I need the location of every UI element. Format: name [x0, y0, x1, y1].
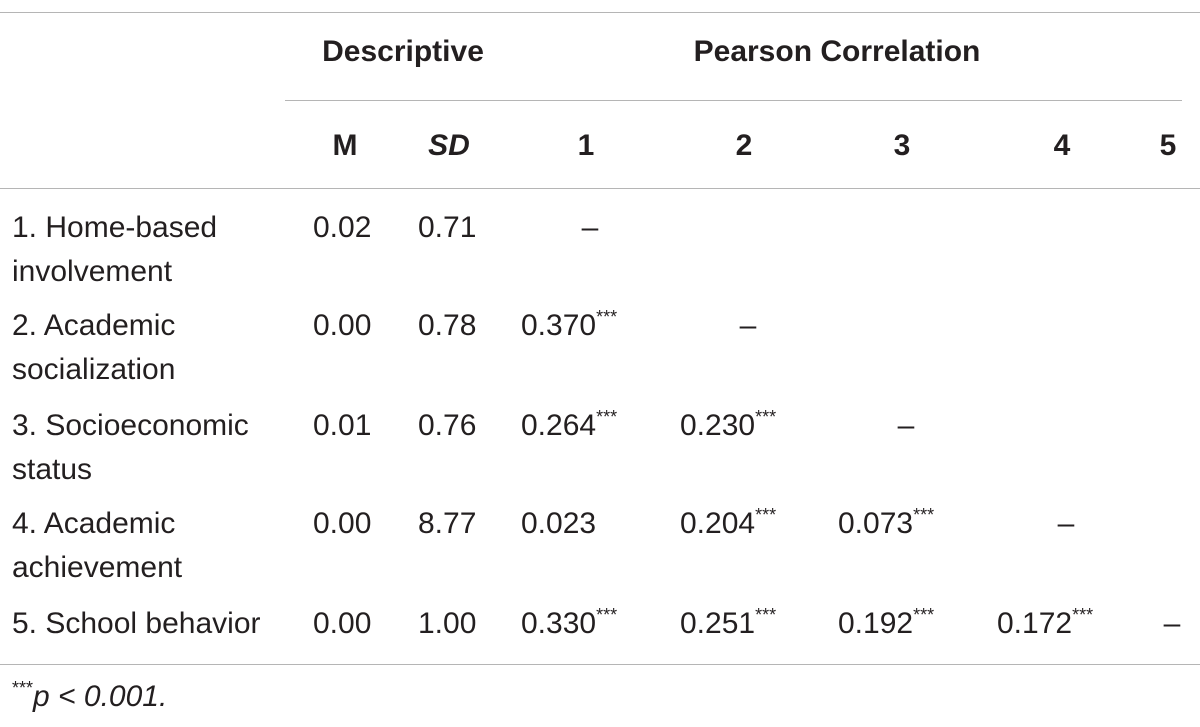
footnote: ***p < 0.001.	[12, 677, 167, 717]
cell: 0.370***	[521, 306, 617, 346]
cell-value: 0.264	[521, 409, 597, 442]
row-label: 4. Academic	[12, 507, 176, 540]
column-header: 1	[577, 129, 595, 162]
significance: ***	[596, 307, 618, 327]
cell: 0.172***	[997, 604, 1093, 644]
cell: 0.01	[313, 409, 372, 442]
column-header: 2	[735, 129, 753, 162]
cell: 0.00	[313, 309, 372, 342]
cell: 0.023	[521, 507, 597, 540]
cell: 0.02	[313, 211, 372, 244]
group-header: Pearson Correlation	[693, 35, 981, 68]
column-header: M	[332, 129, 358, 162]
significance: ***	[913, 505, 935, 525]
cell: 0.230***	[680, 406, 776, 446]
row-label: status	[12, 453, 93, 486]
cell: –	[739, 309, 757, 342]
cell: –	[1163, 607, 1181, 640]
cell-value: 0.204	[680, 507, 756, 540]
row-label: 1. Home-based	[12, 211, 218, 244]
significance: ***	[596, 605, 618, 625]
cell-value: 0.330	[521, 607, 597, 640]
cell: 0.00	[313, 607, 372, 640]
cell-value: 0.370	[521, 309, 597, 342]
column-header: SD	[428, 129, 470, 162]
cell: 0.00	[313, 507, 372, 540]
significance: ***	[1072, 605, 1094, 625]
cell: 0.78	[418, 309, 477, 342]
footnote-text: p < 0.001.	[33, 680, 168, 713]
top-rule	[0, 12, 1200, 13]
row-label: 5. School behavior	[12, 607, 261, 640]
cell: 0.264***	[521, 406, 617, 446]
significance: ***	[913, 605, 935, 625]
bottom-rule	[0, 664, 1200, 665]
row-label: achievement	[12, 551, 183, 584]
row-label: 3. Socioeconomic	[12, 409, 249, 442]
significance: ***	[596, 407, 618, 427]
cell: 1.00	[418, 607, 477, 640]
cell: 8.77	[418, 507, 477, 540]
significance: ***	[755, 605, 777, 625]
cell: 0.76	[418, 409, 477, 442]
cell-value: 0.073	[838, 507, 914, 540]
group-rule	[285, 100, 1182, 101]
cell: 0.71	[418, 211, 477, 244]
footnote-significance: ***	[12, 678, 34, 698]
cell: –	[897, 409, 915, 442]
cell-value: 0.230	[680, 409, 756, 442]
cell: 0.192***	[838, 604, 934, 644]
row-label: socialization	[12, 353, 176, 386]
significance: ***	[755, 407, 777, 427]
cell-value: 0.251	[680, 607, 756, 640]
cell: –	[1057, 507, 1075, 540]
row-label: 2. Academic	[12, 309, 176, 342]
column-header: 5	[1159, 129, 1177, 162]
cell: 0.330***	[521, 604, 617, 644]
column-header: 4	[1053, 129, 1071, 162]
significance: ***	[755, 505, 777, 525]
header-rule	[0, 188, 1200, 189]
cell-value: 0.172	[997, 607, 1073, 640]
row-label: involvement	[12, 255, 173, 288]
column-header: 3	[893, 129, 911, 162]
cell: 0.073***	[838, 504, 934, 544]
group-header: Descriptive	[322, 35, 484, 68]
cell: 0.204***	[680, 504, 776, 544]
cell: –	[581, 211, 599, 244]
cell: 0.251***	[680, 604, 776, 644]
cell-value: 0.192	[838, 607, 914, 640]
